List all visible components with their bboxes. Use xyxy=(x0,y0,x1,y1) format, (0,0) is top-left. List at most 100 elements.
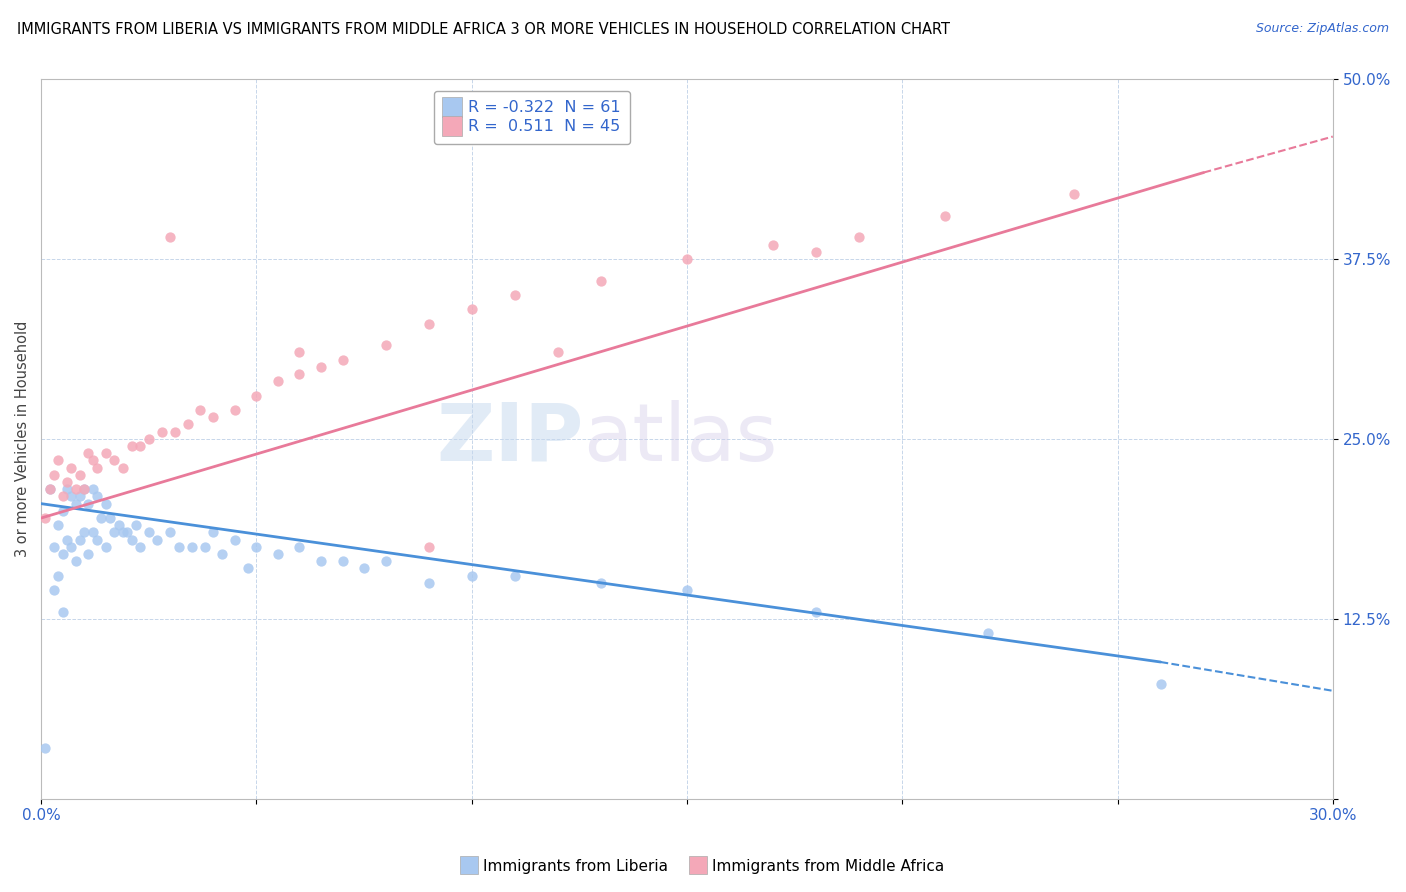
Point xyxy=(288,345,311,359)
Point xyxy=(934,209,956,223)
Point xyxy=(94,446,117,460)
Point xyxy=(150,425,173,439)
Point xyxy=(86,533,108,547)
Point xyxy=(46,518,69,533)
Point xyxy=(332,554,354,568)
Y-axis label: 3 or more Vehicles in Household: 3 or more Vehicles in Household xyxy=(15,321,30,558)
Point xyxy=(762,237,785,252)
Point xyxy=(38,482,60,496)
Point xyxy=(69,467,91,482)
Point xyxy=(103,525,125,540)
Point xyxy=(288,540,311,554)
Point xyxy=(804,244,827,259)
Point xyxy=(418,317,440,331)
Point xyxy=(82,482,104,496)
Point xyxy=(503,568,526,582)
Point xyxy=(176,417,198,432)
Point xyxy=(353,561,375,575)
Point xyxy=(418,575,440,590)
Point xyxy=(60,460,83,475)
Point xyxy=(90,511,112,525)
Point xyxy=(159,525,181,540)
Text: atlas: atlas xyxy=(583,400,778,478)
Point xyxy=(77,497,100,511)
Point xyxy=(38,482,60,496)
Point xyxy=(125,518,148,533)
Point xyxy=(69,490,91,504)
Point xyxy=(103,453,125,467)
Point xyxy=(73,525,96,540)
Legend: Immigrants from Liberia, Immigrants from Middle Africa: Immigrants from Liberia, Immigrants from… xyxy=(456,853,950,880)
Point xyxy=(332,352,354,367)
Point xyxy=(34,741,56,756)
Point xyxy=(138,525,160,540)
Point xyxy=(267,547,290,561)
Point xyxy=(159,230,181,244)
Point xyxy=(288,367,311,381)
Point xyxy=(202,410,225,425)
Point xyxy=(977,626,1000,640)
Point xyxy=(211,547,233,561)
Point xyxy=(46,453,69,467)
Point xyxy=(676,582,699,597)
Point xyxy=(56,533,79,547)
Point xyxy=(1149,676,1171,690)
Point xyxy=(267,374,290,388)
Point xyxy=(46,568,69,582)
Point xyxy=(86,490,108,504)
Point xyxy=(460,568,482,582)
Point xyxy=(73,482,96,496)
Point xyxy=(65,554,87,568)
Text: IMMIGRANTS FROM LIBERIA VS IMMIGRANTS FROM MIDDLE AFRICA 3 OR MORE VEHICLES IN H: IMMIGRANTS FROM LIBERIA VS IMMIGRANTS FR… xyxy=(17,22,950,37)
Point xyxy=(194,540,217,554)
Point xyxy=(86,460,108,475)
Point xyxy=(56,482,79,496)
Point xyxy=(460,302,482,317)
Point xyxy=(65,482,87,496)
Point xyxy=(77,446,100,460)
Point xyxy=(52,605,75,619)
Point xyxy=(52,490,75,504)
Point xyxy=(138,432,160,446)
Point xyxy=(848,230,870,244)
Point xyxy=(77,547,100,561)
Point xyxy=(676,252,699,266)
Point xyxy=(42,467,65,482)
Point xyxy=(146,533,169,547)
Point xyxy=(111,525,134,540)
Point xyxy=(94,540,117,554)
Point xyxy=(82,453,104,467)
Point xyxy=(167,540,190,554)
Point xyxy=(224,533,246,547)
Point xyxy=(42,582,65,597)
Text: Source: ZipAtlas.com: Source: ZipAtlas.com xyxy=(1256,22,1389,36)
Point xyxy=(69,533,91,547)
Point xyxy=(374,338,396,352)
Point xyxy=(180,540,202,554)
Point xyxy=(129,540,152,554)
Point xyxy=(309,359,332,374)
Point xyxy=(236,561,259,575)
Point xyxy=(56,475,79,489)
Point xyxy=(589,273,612,287)
Legend: R = -0.322  N = 61, R =  0.511  N = 45: R = -0.322 N = 61, R = 0.511 N = 45 xyxy=(434,91,630,144)
Point xyxy=(1063,187,1085,202)
Point xyxy=(503,288,526,302)
Point xyxy=(224,403,246,417)
Point xyxy=(418,540,440,554)
Point xyxy=(65,497,87,511)
Point xyxy=(121,533,143,547)
Point xyxy=(42,540,65,554)
Point xyxy=(107,518,129,533)
Point xyxy=(115,525,138,540)
Point xyxy=(98,511,121,525)
Point xyxy=(374,554,396,568)
Point xyxy=(52,547,75,561)
Point xyxy=(190,403,212,417)
Point xyxy=(52,504,75,518)
Point xyxy=(202,525,225,540)
Point xyxy=(589,575,612,590)
Point xyxy=(245,389,267,403)
Point xyxy=(34,511,56,525)
Point xyxy=(60,540,83,554)
